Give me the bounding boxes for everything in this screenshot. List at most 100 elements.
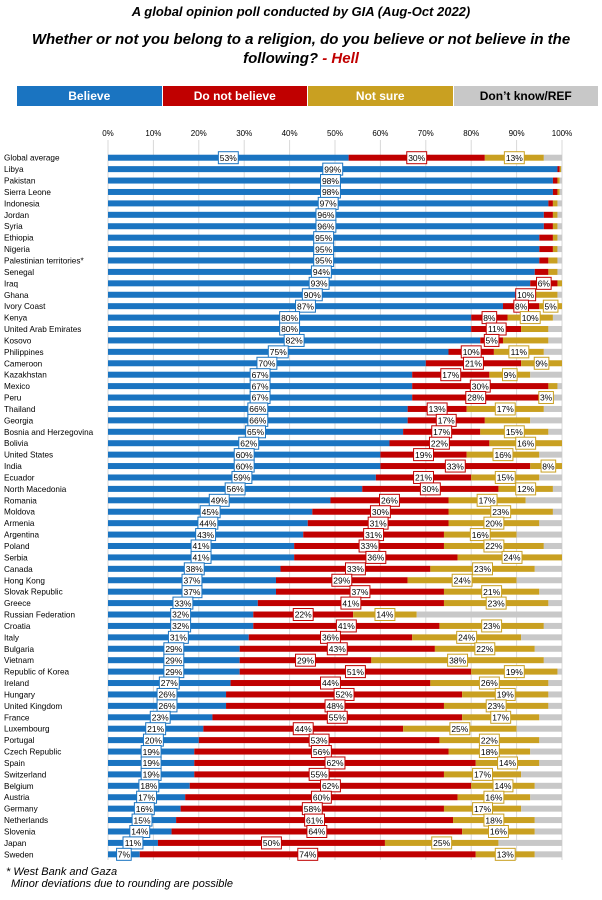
data-label: 24% (454, 575, 471, 585)
bar-segment-not-sure (552, 234, 558, 241)
data-label: 15% (134, 815, 151, 825)
data-label: 29% (333, 575, 350, 585)
data-label: 13% (506, 153, 523, 163)
data-label: 20% (485, 518, 502, 528)
data-label: 38% (186, 564, 203, 574)
bar-segment-don-t-know-ref (552, 508, 562, 515)
bar-segment-do-not-believe (552, 188, 558, 195)
data-label: 16% (517, 438, 534, 448)
data-label: 36% (322, 633, 339, 643)
data-label: 26% (159, 690, 176, 700)
data-label: 53% (220, 153, 237, 163)
x-tick-label: 10% (145, 129, 161, 138)
bar-segment-don-t-know-ref (534, 851, 562, 858)
data-label: 9% (535, 358, 548, 368)
bar-segment-not-sure (557, 177, 560, 184)
category-label: Republic of Korea (4, 668, 70, 677)
data-label-box (413, 448, 434, 462)
category-label: United Kingdom (4, 702, 62, 711)
data-label: 33% (361, 541, 378, 551)
bar-segment-not-sure (552, 211, 558, 218)
data-label-box (344, 665, 366, 679)
category-label: Portugal (4, 736, 35, 745)
data-label: 21% (147, 724, 164, 734)
data-label-box (515, 436, 537, 450)
x-tick-label: 40% (282, 129, 298, 138)
data-label: 24% (458, 633, 475, 643)
data-label: 13% (429, 404, 446, 414)
data-label: 55% (329, 712, 346, 722)
bar-segment-don-t-know-ref (516, 725, 562, 732)
data-label: 59% (233, 473, 250, 483)
category-label: Kenya (4, 314, 28, 323)
data-label-box (503, 425, 525, 439)
data-label: 16% (136, 804, 153, 814)
bar-segment-do-not-believe (548, 200, 553, 207)
bar-segment-don-t-know-ref (548, 702, 562, 709)
bar-segment-don-t-know-ref (543, 405, 562, 412)
x-tick-label: 60% (372, 129, 388, 138)
category-label: Cameroon (4, 359, 43, 368)
data-label: 20% (145, 735, 162, 745)
category-label: Canada (4, 565, 33, 574)
bar-segment-don-t-know-ref (561, 166, 562, 173)
bar-segment-don-t-know-ref (552, 485, 562, 492)
data-label-box (365, 550, 387, 564)
data-label: 17% (479, 496, 496, 506)
bar-segment-don-t-know-ref (557, 211, 562, 218)
data-label: 17% (492, 712, 509, 722)
category-label: Mexico (4, 382, 30, 391)
data-label: 82% (286, 336, 303, 346)
bar-segment-do-not-believe (557, 166, 560, 173)
category-label: Global average (4, 154, 60, 163)
data-label-box (320, 676, 341, 690)
data-label: 13% (497, 850, 514, 860)
data-label: 23% (474, 564, 491, 574)
data-label: 60% (236, 450, 253, 460)
data-label-box (451, 573, 473, 587)
data-label-box (295, 299, 316, 313)
data-label: 56% (227, 484, 244, 494)
category-label: Jordan (4, 211, 29, 220)
data-label: 65% (247, 427, 264, 437)
bar-segment-not-sure (484, 417, 531, 424)
bar-segment-don-t-know-ref (552, 314, 562, 321)
category-label: North Macedonia (4, 485, 67, 494)
data-label-box (503, 151, 525, 165)
bar-segment-don-t-know-ref (557, 268, 562, 275)
data-label-box (324, 756, 346, 770)
data-label-box (492, 448, 514, 462)
data-label: 37% (183, 587, 200, 597)
category-label: Bolivia (4, 439, 29, 448)
bar-segment-don-t-know-ref (557, 200, 562, 207)
data-label: 30% (472, 381, 489, 391)
data-label: 97% (320, 199, 337, 209)
data-label: 62% (326, 758, 343, 768)
chart-question: Whether or not you belong to a religion,… (31, 31, 571, 67)
data-label: 41% (338, 621, 355, 631)
data-label: 33% (174, 598, 191, 608)
footnotes: * West Bank and Gaza Minor deviations du… (6, 866, 233, 890)
bar-segment-don-t-know-ref (534, 645, 562, 652)
data-label-box (472, 767, 494, 781)
data-label: 80% (281, 324, 298, 334)
category-label: Serbia (4, 553, 28, 562)
data-label: 30% (372, 507, 389, 517)
data-label: 30% (408, 153, 425, 163)
category-label: Netherlands (4, 816, 48, 825)
data-label-box (465, 391, 487, 405)
data-label: 41% (342, 598, 359, 608)
data-label: 7% (118, 850, 131, 860)
data-label: 37% (351, 587, 368, 597)
bar-segment-don-t-know-ref (534, 828, 562, 835)
data-label-box (494, 470, 516, 484)
bar-segment-not-sure (557, 280, 562, 287)
data-label-box (310, 745, 332, 759)
x-tick-label: 20% (191, 129, 207, 138)
data-label-box (494, 402, 516, 416)
data-label: 64% (308, 827, 325, 837)
data-label-box (224, 482, 246, 496)
category-label: Belgium (4, 782, 34, 791)
data-label: 22% (481, 735, 498, 745)
